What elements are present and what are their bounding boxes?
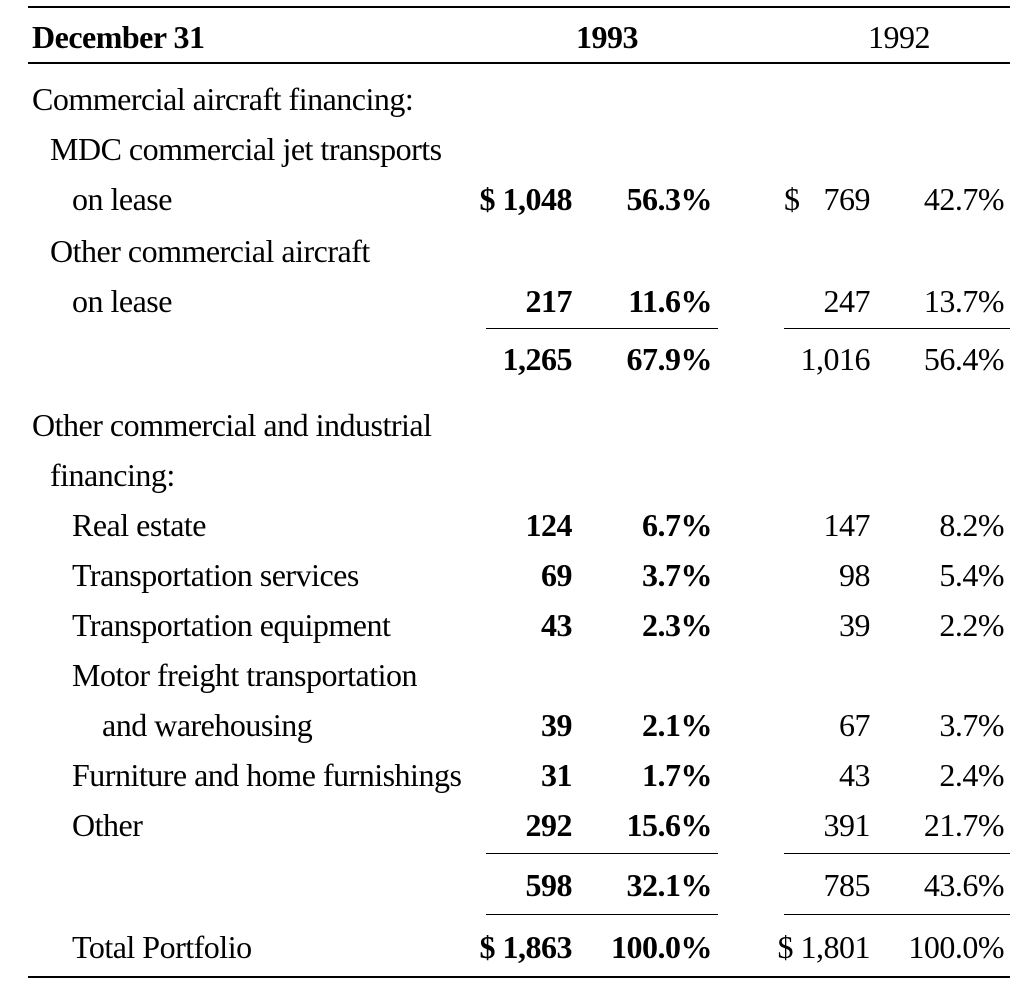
value-1992: 1,016 <box>800 341 871 377</box>
row-label: Other commercial aircraft <box>50 233 370 269</box>
percent-1992: 56.4% <box>923 341 1005 377</box>
percent-1993: 3.7% <box>642 557 713 593</box>
header-year-1992: 1992 <box>868 19 931 55</box>
table-row: Furniture and home furnishings 31 1.7% 4… <box>28 752 1010 798</box>
value-1993: 43 <box>541 607 573 643</box>
percent-1993: 15.6% <box>626 807 713 843</box>
percent-1993: 32.1% <box>626 867 713 903</box>
subtotal-rule-1992 <box>784 853 1010 854</box>
percent-1992: 42.7% <box>923 181 1005 217</box>
value-1993: 124 <box>525 507 573 543</box>
table-row: Other commercial and industrial <box>28 402 1010 448</box>
value-1992: 391 <box>823 807 871 843</box>
value-1993: 1,265 <box>502 341 573 377</box>
percent-1992: 2.4% <box>939 757 1004 793</box>
table-row: Transportation equipment 43 2.3% 39 2.2% <box>28 602 1010 648</box>
header-year-1993: 1993 <box>576 19 639 55</box>
value-1993: 217 <box>525 283 573 319</box>
table-row: Transportation services 69 3.7% 98 5.4% <box>28 552 1010 598</box>
row-label: financing: <box>50 457 175 493</box>
row-label: Commercial aircraft financing: <box>32 81 414 117</box>
percent-1992: 13.7% <box>923 283 1005 319</box>
value-1993: $ 1,048 <box>479 181 573 217</box>
value-1992: 39 <box>839 607 871 643</box>
row-label: Furniture and home furnishings <box>72 757 462 793</box>
value-1992: 769 <box>823 181 871 217</box>
value-1993: 39 <box>541 707 573 743</box>
percent-1993: 11.6% <box>628 283 712 319</box>
row-label: Other <box>72 807 143 843</box>
subtotal-rule-1993 <box>486 853 718 854</box>
total-rule-1992 <box>784 914 1010 915</box>
percent-1992: 5.4% <box>939 557 1004 593</box>
row-label: Total Portfolio <box>72 929 252 965</box>
percent-1993: 67.9% <box>626 341 713 377</box>
row-label: Transportation services <box>72 557 359 593</box>
row-label: on lease <box>72 283 172 319</box>
row-label: Real estate <box>72 507 206 543</box>
subtotal-row: 598 32.1% 785 43.6% <box>28 862 1010 908</box>
value-1992: $ 1,801 <box>777 929 871 965</box>
header-rule <box>28 62 1010 64</box>
percent-1993: 1.7% <box>642 757 713 793</box>
table-row: Commercial aircraft financing: <box>28 76 1010 122</box>
total-row: Total Portfolio $ 1,863 100.0% $ 1,801 1… <box>28 924 1010 970</box>
row-label: Transportation equipment <box>72 607 391 643</box>
percent-1993: 6.7% <box>642 507 713 543</box>
header-label: December 31 <box>32 19 205 55</box>
table-row: on lease 217 11.6% 247 13.7% <box>28 278 1010 324</box>
value-1992: 98 <box>839 557 871 593</box>
row-label: on lease <box>72 181 172 217</box>
percent-1992: 100.0% <box>908 929 1004 965</box>
percent-1993: 2.1% <box>642 707 713 743</box>
table-row: Motor freight transportation <box>28 652 1010 698</box>
percent-1993: 100.0% <box>611 929 713 965</box>
percent-1992: 3.7% <box>939 707 1004 743</box>
row-label: Motor freight transportation <box>72 657 418 693</box>
dollar-sign-1992: $ <box>784 181 800 217</box>
value-1993: 69 <box>541 557 573 593</box>
subtotal-row: 1,265 67.9% 1,016 56.4% <box>28 336 1010 382</box>
percent-1993: 2.3% <box>642 607 713 643</box>
value-1992: 147 <box>823 507 871 543</box>
value-1992: 247 <box>823 283 871 319</box>
value-1993: 598 <box>525 867 573 903</box>
table-row: financing: <box>28 452 1010 498</box>
subtotal-rule-1993 <box>486 328 718 329</box>
row-label: MDC commercial jet transports <box>50 131 442 167</box>
table-row: Other 292 15.6% 391 21.7% <box>28 802 1010 848</box>
subtotal-rule-1992 <box>784 328 1010 329</box>
percent-1992: 43.6% <box>923 867 1005 903</box>
value-1993: 31 <box>541 757 573 793</box>
table-row: on lease $ 1,048 56.3% $ 769 42.7% <box>28 176 1010 222</box>
percent-1993: 56.3% <box>626 181 713 217</box>
table-row: Real estate 124 6.7% 147 8.2% <box>28 502 1010 548</box>
value-1993: $ 1,863 <box>479 929 573 965</box>
percent-1992: 21.7% <box>923 807 1005 843</box>
value-1992: 43 <box>839 757 871 793</box>
table-row: MDC commercial jet transports <box>28 126 1010 172</box>
total-rule-1993 <box>486 914 718 915</box>
bottom-rule <box>28 976 1010 978</box>
value-1992: 785 <box>823 867 871 903</box>
table-row: Other commercial aircraft <box>28 228 1010 274</box>
header-row: December 31 1993 1992 <box>28 14 1010 60</box>
row-label: and warehousing <box>102 707 313 743</box>
table-row: and warehousing 39 2.1% 67 3.7% <box>28 702 1010 748</box>
value-1992: 67 <box>839 707 871 743</box>
top-rule <box>28 6 1010 8</box>
percent-1992: 8.2% <box>939 507 1004 543</box>
row-label: Other commercial and industrial <box>32 407 432 443</box>
value-1993: 292 <box>525 807 573 843</box>
percent-1992: 2.2% <box>939 607 1004 643</box>
